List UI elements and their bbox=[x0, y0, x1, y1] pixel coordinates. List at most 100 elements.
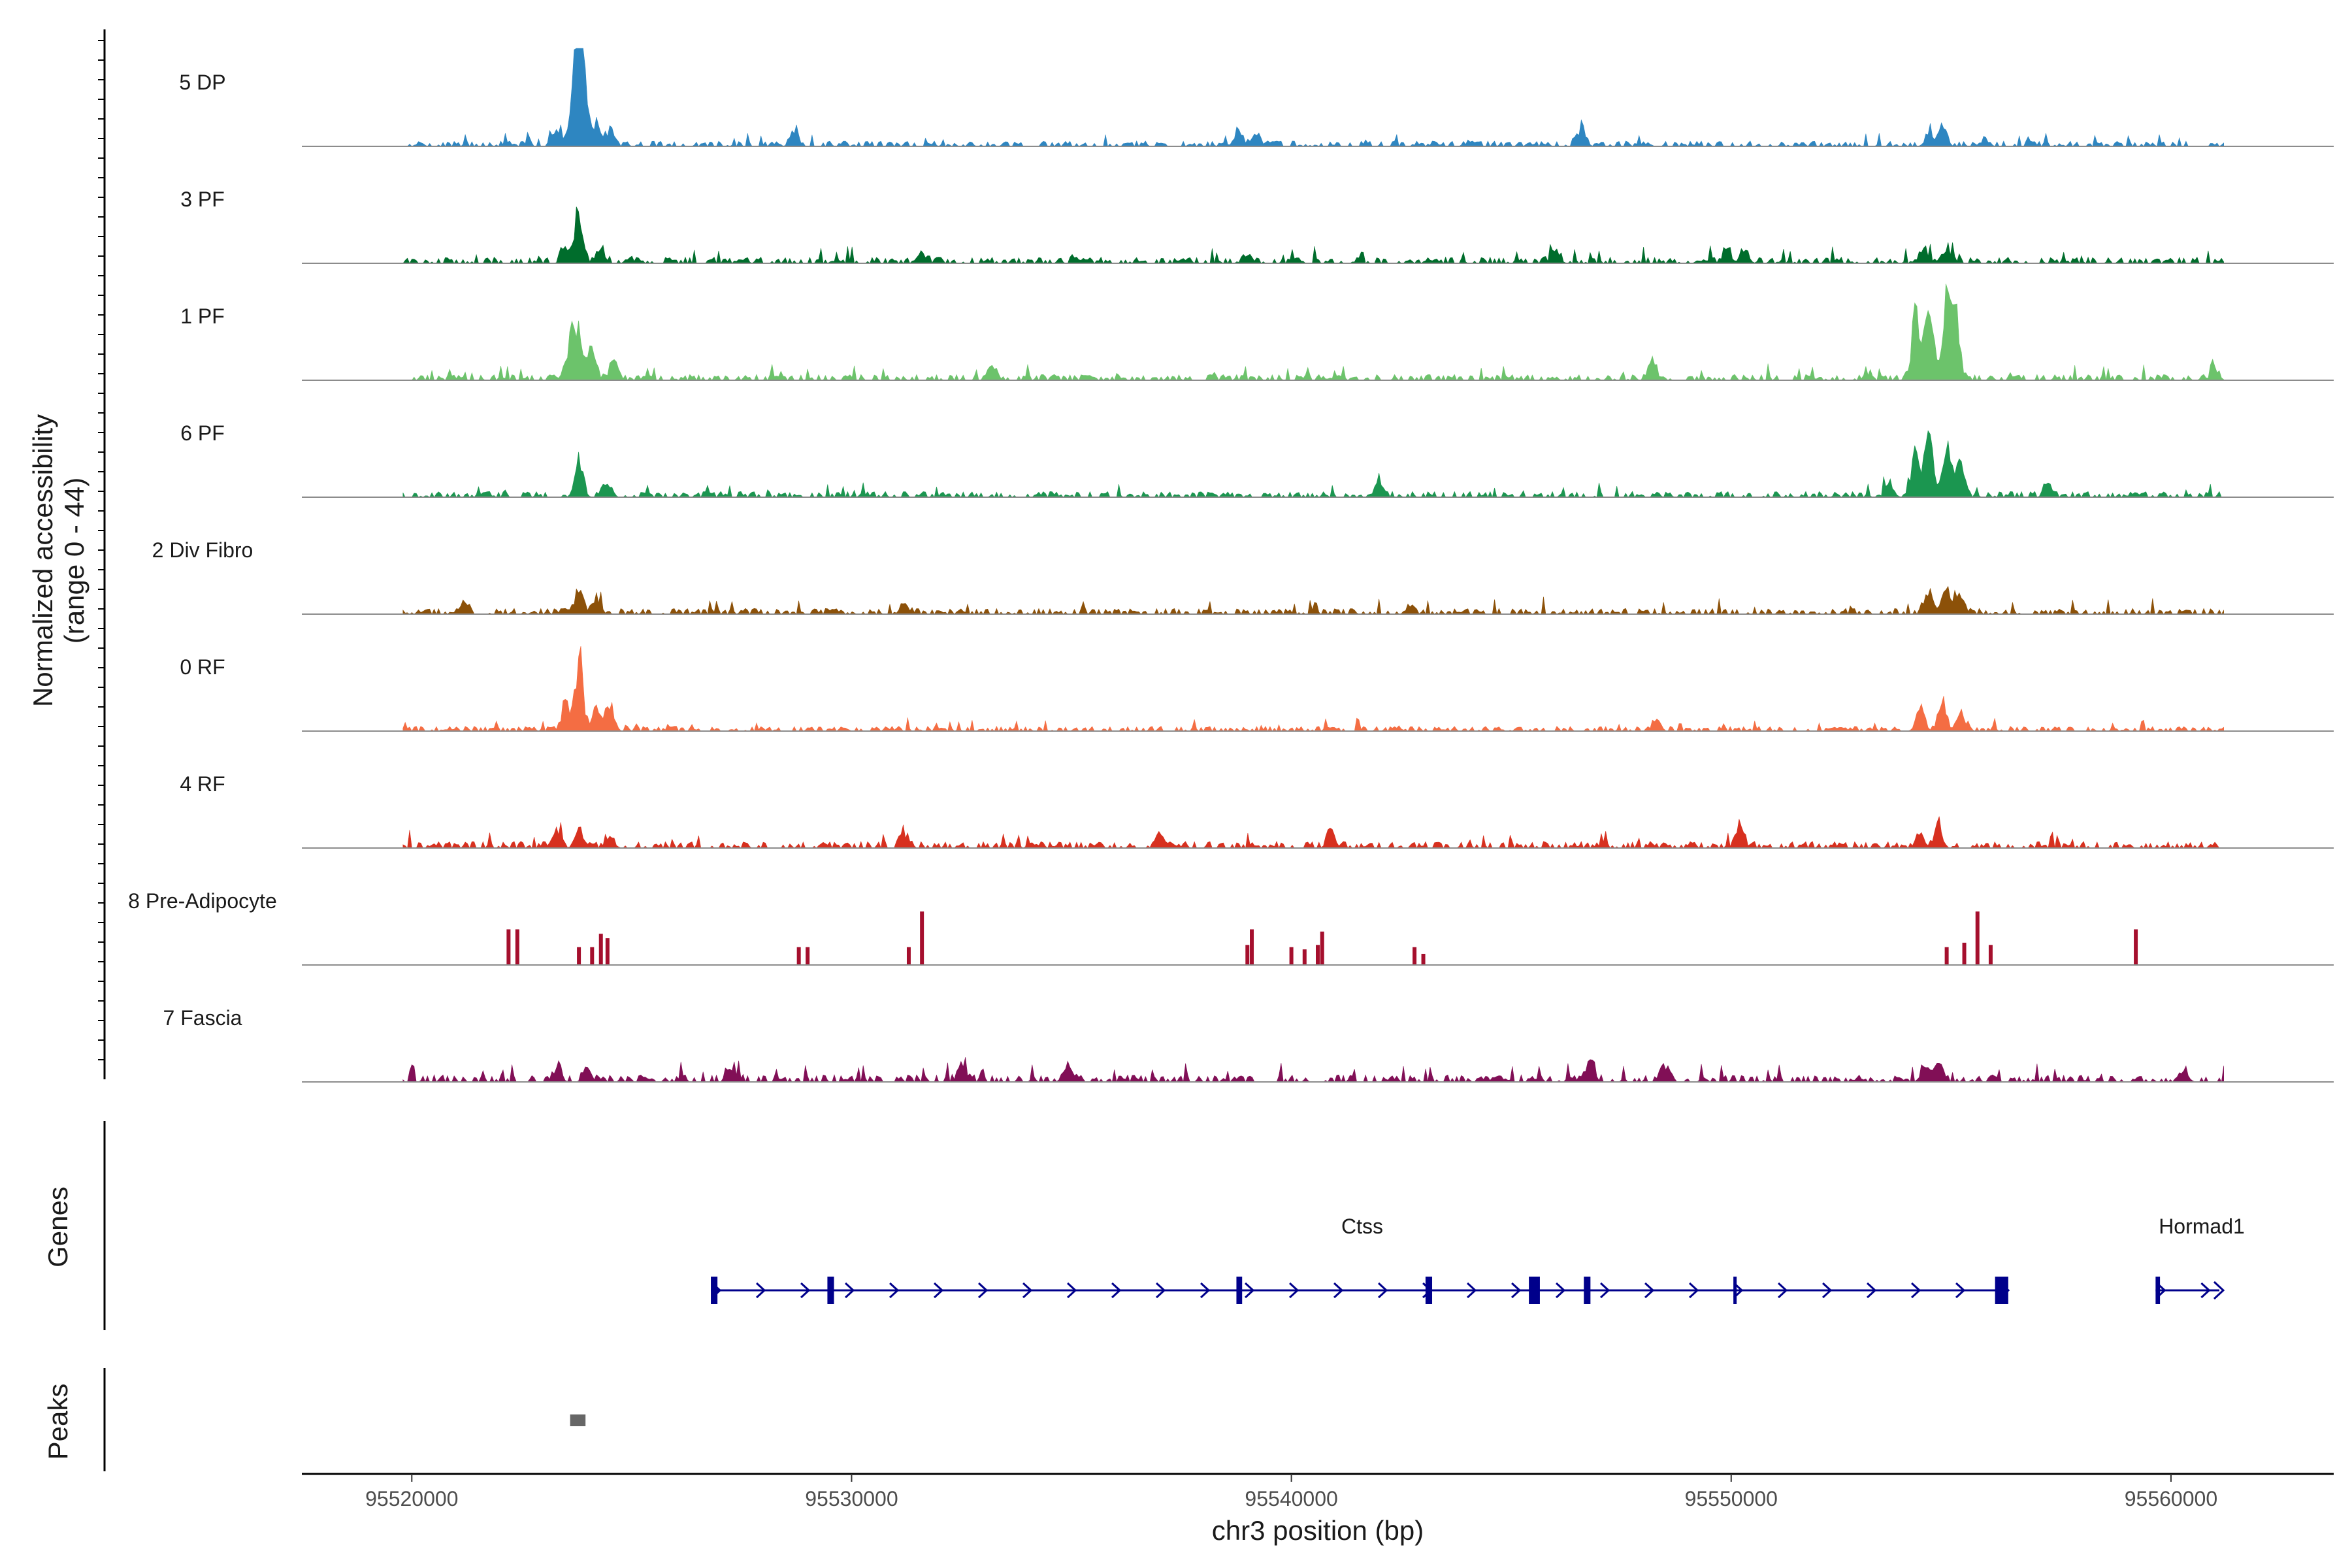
strand-arrow-icon bbox=[1111, 1282, 1122, 1299]
y-axis-title-line1: Normalized accessibility bbox=[27, 414, 58, 707]
coverage-bar bbox=[920, 911, 924, 965]
strand-arrow-icon bbox=[800, 1282, 811, 1299]
coverage-area-4-rf bbox=[402, 816, 2224, 849]
genes-panel-title: Genes bbox=[42, 1186, 73, 1267]
coverage-bar bbox=[1962, 942, 1967, 965]
coverage-bar bbox=[906, 947, 911, 965]
coverage-tracks: 5 DP 3 PF 1 PF 6 PF 2 Div Fibro 0 RF 4 RF 8 Pre… bbox=[128, 48, 2334, 1083]
x-tick-label: 95540000 bbox=[1245, 1487, 1337, 1511]
coverage-bar bbox=[598, 934, 603, 965]
x-tick-label: 95530000 bbox=[805, 1487, 898, 1511]
strand-arrow-icon bbox=[1644, 1282, 1655, 1299]
track-label-2-div-fibro: 2 Div Fibro bbox=[152, 538, 253, 562]
coverage-bar bbox=[806, 947, 810, 965]
x-axis-title: chr3 position (bp) bbox=[1212, 1515, 1424, 1546]
strand-arrow-icon bbox=[2213, 1281, 2225, 1300]
gene-exon bbox=[1733, 1277, 1737, 1304]
track-label-8-pre-adipocyte: 8 Pre-Adipocyte bbox=[128, 889, 277, 913]
coverage-y-axis-ticks bbox=[98, 40, 105, 1060]
track-label-5-dp: 5 DP bbox=[179, 71, 225, 94]
coverage-bar bbox=[1245, 945, 1250, 965]
coverage-bar bbox=[796, 947, 801, 965]
track-label-0-rf: 0 RF bbox=[180, 655, 225, 679]
strand-arrow-icon bbox=[1822, 1282, 1833, 1299]
coverage-area-3-pf bbox=[402, 206, 2224, 265]
peaks-panel-title: Peaks bbox=[42, 1384, 73, 1460]
strand-arrow-icon bbox=[1556, 1282, 1566, 1299]
track-4-rf: 4 RF bbox=[180, 772, 2334, 849]
strand-arrow-icon bbox=[934, 1282, 944, 1299]
strand-arrow-icon bbox=[1333, 1282, 1344, 1299]
strand-arrow-icon bbox=[1245, 1282, 1255, 1299]
y-axis-title: Normalized accessibility (range 0 - 44) bbox=[27, 414, 90, 707]
track-3-pf: 3 PF bbox=[180, 188, 2334, 265]
coverage-bar bbox=[1302, 949, 1307, 965]
track-6-pf: 6 PF bbox=[180, 421, 2334, 498]
coverage-bar bbox=[1421, 953, 1426, 965]
coverage-bar bbox=[515, 929, 519, 965]
gene-label-ctss: Ctss bbox=[1341, 1215, 1383, 1238]
track-7-fascia: 7 Fascia bbox=[163, 1006, 2334, 1083]
coverage-bar bbox=[1250, 929, 1254, 965]
strand-arrow-icon bbox=[1467, 1282, 1477, 1299]
x-tick-label: 95550000 bbox=[1685, 1487, 1778, 1511]
gene-exon bbox=[2155, 1277, 2161, 1304]
coverage-area-7-fascia bbox=[402, 1057, 2224, 1083]
track-label-3-pf: 3 PF bbox=[180, 188, 225, 211]
strand-arrow-icon bbox=[978, 1282, 988, 1299]
x-tick-label: 95520000 bbox=[365, 1487, 458, 1511]
coverage-bar bbox=[1944, 947, 1949, 965]
coverage-bar bbox=[1975, 911, 1980, 965]
gene-label-hormad1: Hormad1 bbox=[2159, 1215, 2245, 1238]
strand-arrow-icon bbox=[1689, 1282, 1699, 1299]
strand-arrow-icon bbox=[1289, 1282, 1299, 1299]
strand-arrow-icon bbox=[845, 1282, 855, 1299]
track-0-rf: 0 RF bbox=[180, 645, 2334, 732]
coverage-bar bbox=[605, 938, 610, 965]
gene-exon bbox=[1425, 1277, 1433, 1304]
coverage-bar bbox=[1289, 947, 1294, 965]
track-5-dp: 5 DP bbox=[179, 48, 2334, 147]
track-label-7-fascia: 7 Fascia bbox=[163, 1006, 242, 1030]
coverage-bar bbox=[2134, 929, 2138, 965]
track-label-1-pf: 1 PF bbox=[180, 304, 225, 328]
gene-annotation-panel: Ctss Hormad1 bbox=[711, 1215, 2245, 1304]
strand-arrow-icon bbox=[1955, 1282, 1966, 1299]
strand-arrow-icon bbox=[1156, 1282, 1166, 1299]
gene-model-hormad1 bbox=[2155, 1277, 2225, 1304]
strand-arrow-icon bbox=[1378, 1282, 1388, 1299]
strand-arrow-icon bbox=[1911, 1282, 1921, 1299]
track-label-4-rf: 4 RF bbox=[180, 772, 225, 796]
strand-arrow-icon bbox=[1200, 1282, 1211, 1299]
strand-arrow-icon bbox=[2200, 1282, 2211, 1299]
track-1-pf: 1 PF bbox=[180, 284, 2334, 382]
peak-region bbox=[570, 1414, 586, 1426]
coverage-area-2-div-fibro bbox=[402, 585, 2224, 615]
x-tick-label: 95560000 bbox=[2125, 1487, 2217, 1511]
gene-exon bbox=[827, 1277, 834, 1304]
track-2-div-fibro: 2 Div Fibro bbox=[152, 538, 2334, 615]
coverage-area-0-rf bbox=[402, 645, 2224, 732]
gene-exon bbox=[711, 1277, 718, 1304]
coverage-bar bbox=[506, 929, 511, 965]
strand-arrow-icon bbox=[1867, 1282, 1877, 1299]
strand-arrow-icon bbox=[889, 1282, 900, 1299]
gene-model-ctss bbox=[711, 1277, 2010, 1304]
strand-arrow-icon bbox=[1778, 1282, 1788, 1299]
strand-arrow-icon bbox=[1600, 1282, 1610, 1299]
coverage-bar bbox=[577, 947, 581, 965]
peaks-panel bbox=[570, 1414, 586, 1426]
coverage-bar bbox=[1413, 947, 1417, 965]
x-axis-ticks: 95520000 95530000 95540000 95550000 95560000 bbox=[365, 1474, 2217, 1511]
strand-arrow-icon bbox=[1022, 1282, 1033, 1299]
coverage-area-5-dp bbox=[402, 48, 2224, 147]
coverage-bar bbox=[1988, 945, 1993, 965]
gene-exon bbox=[1529, 1277, 1540, 1304]
coverage-bar bbox=[1316, 945, 1320, 965]
coverage-bar bbox=[1320, 931, 1324, 965]
y-axis-title-line2: (range 0 - 44) bbox=[59, 478, 90, 644]
track-8-pre-adipocyte: 8 Pre-Adipocyte bbox=[128, 889, 2334, 966]
strand-arrow-icon bbox=[756, 1282, 766, 1299]
gene-exon bbox=[1995, 1277, 2008, 1304]
